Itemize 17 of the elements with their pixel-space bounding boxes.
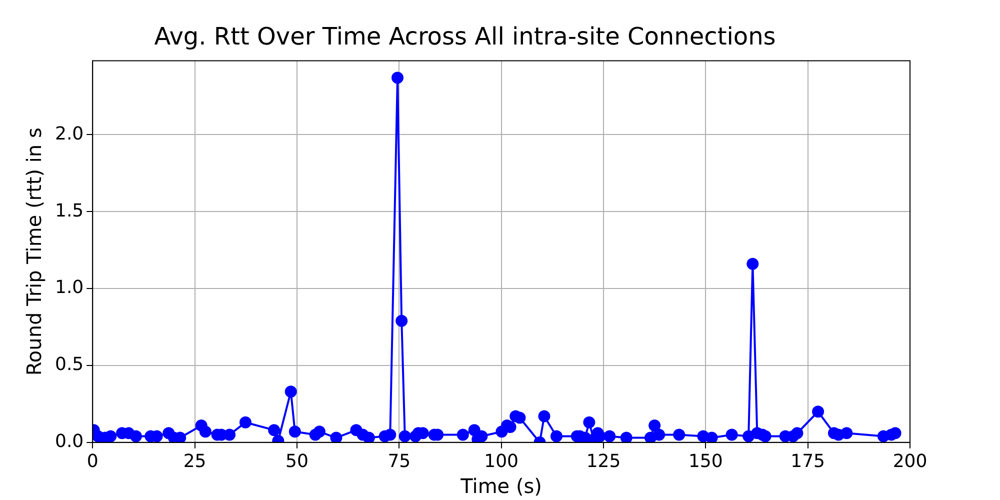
y-tick-label: 0.5 [54,354,84,376]
x-tick-label: 25 [183,450,206,472]
x-axis-title: Time (s) [460,474,542,498]
x-tick-label: 50 [286,450,308,472]
y-axis-title: Round Trip Time (rtt) in s [22,128,46,376]
y-tick-label: 1.0 [54,277,84,298]
x-tick-label: 0 [86,450,98,472]
x-tick-label: 200 [892,450,928,472]
x-tick-label: 75 [388,450,411,472]
y-tick-label: 2.0 [54,123,84,144]
x-tick-label: 100 [484,450,518,472]
x-tick-label: 150 [688,450,723,472]
y-tick-label: 0.0 [54,431,84,452]
y-tick-label: 1.5 [54,200,84,222]
x-tick-label: 125 [586,450,621,472]
chart-title: Avg. Rtt Over Time Across All intra-site Connections [154,22,776,51]
x-tick-label: 175 [790,450,826,472]
